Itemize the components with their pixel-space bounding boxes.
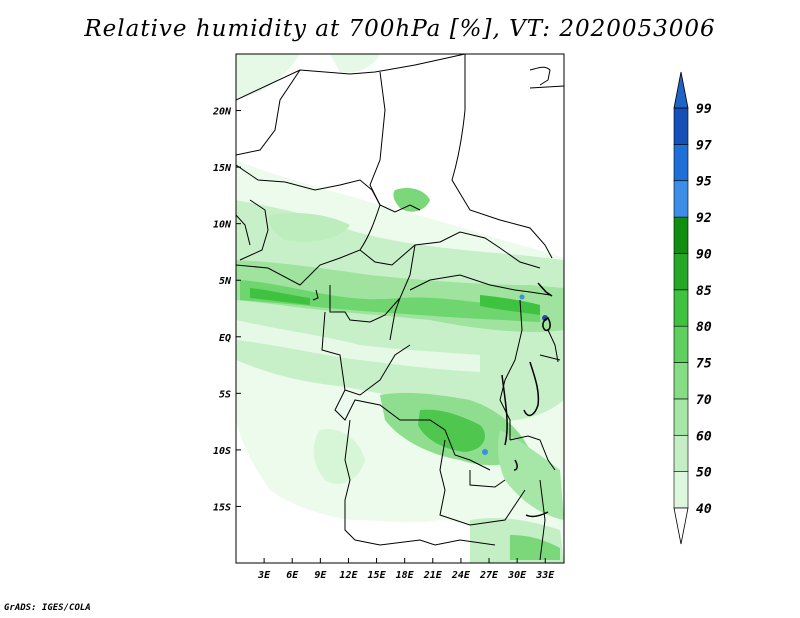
colorbar-label: 70 [696,393,712,408]
colorbar-segment [673,289,689,327]
latitude-axis: 20N 15N 10N 5N EQ 5S 10S 15S [212,107,241,513]
colorbar-label: 99 [696,102,712,117]
colorbar-label: 92 [696,211,712,226]
colorbar: 40 50 60 70 75 80 85 90 92 95 97 99 [673,71,712,545]
lon-tick-label: 12E [339,570,358,581]
lat-tick-label: 5S [219,389,231,400]
colorbar-label: 85 [696,284,712,299]
colorbar-segment [673,216,689,254]
lat-tick-label: 20N [212,107,232,118]
lon-tick-label: 15E [368,570,387,581]
lat-tick-label: 10N [213,220,232,231]
colorbar-segment [673,253,689,291]
lon-tick-label: 18E [396,570,415,581]
lon-tick-label: 9E [314,570,327,581]
colorbar-label: 40 [696,502,712,517]
colorbar-segment [673,325,689,363]
colorbar-label: 50 [696,466,712,481]
humidity-field [236,54,564,563]
lon-tick-label: 30E [507,570,527,581]
grads-credit: GrADS: IGES/COLA [4,603,91,613]
colorbar-segment [673,107,689,145]
lat-tick-label: 15S [213,502,231,513]
country-borders [236,54,564,561]
colorbar-segment [673,180,689,218]
colorbar-label: 90 [696,247,712,262]
lat-tick-label: 5N [219,276,232,287]
longitude-axis: 3E 6E 9E 12E 15E 18E 21E 24E 27E 30E 33E [257,558,555,581]
colorbar-label: 97 [696,138,712,153]
colorbar-label: 95 [696,175,712,190]
lon-tick-label: 24E [451,570,471,581]
lakes [501,282,553,518]
lat-tick-label: 10S [213,446,231,457]
colorbar-segment [673,434,689,472]
map-title: Relative humidity at 700hPa [%], VT: 202… [84,16,716,42]
coastline-islands [312,66,551,301]
lon-tick-label: 33E [535,570,555,581]
colorbar-segment [673,144,689,182]
colorbar-label: 75 [696,357,712,372]
lat-tick-label: 15N [213,163,232,174]
colorbar-upper-extension [673,71,689,109]
colorbar-segment [673,398,689,436]
colorbar-label: 80 [696,320,712,335]
colorbar-label: 60 [696,429,712,444]
map-frame [235,53,565,564]
colorbar-segment [673,471,689,509]
lon-tick-label: 21E [423,570,443,581]
colorbar-segment [673,362,689,400]
lat-tick-label: EQ [219,333,231,344]
lon-tick-label: 6E [286,570,299,581]
lon-tick-label: 3E [257,570,271,581]
lon-tick-label: 27E [479,570,499,581]
colorbar-lower-extension [673,507,689,545]
